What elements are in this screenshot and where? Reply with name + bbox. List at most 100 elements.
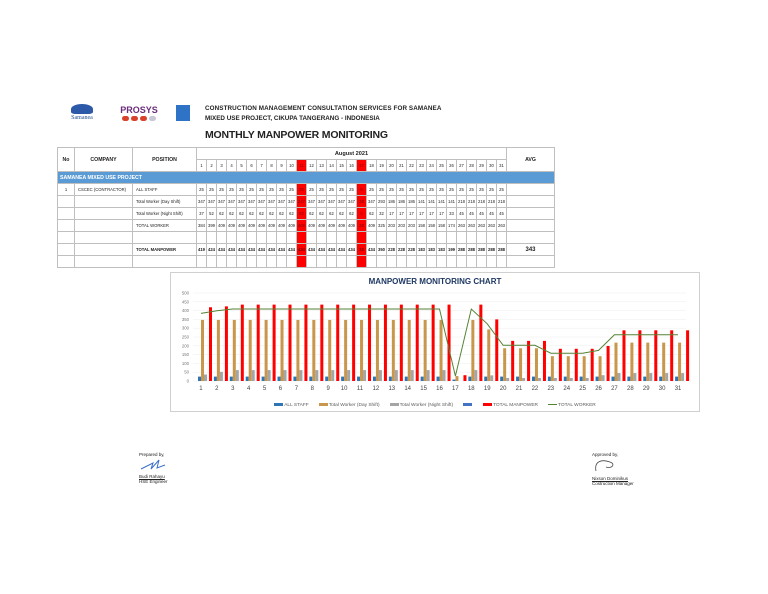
cell-value: 158: [416, 219, 427, 232]
cell-value: 218: [486, 195, 497, 208]
signature-icon: [595, 460, 614, 472]
cell-value: 25: [346, 183, 357, 196]
cell-value: 347: [226, 195, 237, 208]
day-header: 5: [236, 159, 247, 172]
cell-value: 17: [396, 207, 407, 220]
tree-icon: [71, 104, 93, 114]
cell-value: 158: [436, 219, 447, 232]
svg-text:10: 10: [341, 386, 348, 392]
total-value: 434: [276, 243, 287, 256]
cell-value: 25: [426, 183, 437, 196]
day-header: 8: [266, 159, 277, 172]
day-header: 31: [496, 159, 507, 172]
cell-value: 347: [276, 195, 287, 208]
cell-value: 25: [376, 183, 387, 196]
table-row: 1 CSCEC (CONTRACTOR) ALL STAFF 25 25 25 25 25 25…: [57, 183, 555, 196]
svg-text:19: 19: [484, 386, 491, 392]
cell-value: 218: [466, 195, 477, 208]
total-value: 434: [316, 243, 327, 256]
cell-value: 409: [296, 219, 307, 232]
cell-value: 25: [366, 183, 377, 196]
cell-value: 263: [476, 219, 487, 232]
svg-text:7: 7: [295, 386, 299, 392]
total-value: 419: [196, 243, 207, 256]
cell-value: 45: [466, 207, 477, 220]
cell-value: 62: [326, 207, 337, 220]
svg-text:27: 27: [611, 386, 618, 392]
total-value: 434: [246, 243, 257, 256]
day-header: 1: [196, 159, 207, 172]
svg-text:29: 29: [643, 386, 650, 392]
header-avg: AVG: [506, 147, 555, 172]
cell-value: 325: [376, 219, 387, 232]
svg-text:4: 4: [247, 386, 251, 392]
page-title: MONTHLY MANPOWER MONITORING: [205, 129, 388, 141]
svg-text:22: 22: [532, 386, 539, 392]
legend-item: ALL STAFF: [274, 403, 309, 408]
cell-value: 409: [216, 219, 227, 232]
svg-text:20: 20: [500, 386, 507, 392]
svg-text:21: 21: [516, 386, 523, 392]
cell-value: 409: [326, 219, 337, 232]
total-value: 228: [396, 243, 407, 256]
day-header: 18: [366, 159, 377, 172]
cell-value: 347: [216, 195, 227, 208]
cell-value: 218: [476, 195, 487, 208]
section-title: SAMANEA MIXED USE PROJECT: [57, 171, 555, 184]
position-label: TOTAL WORKER: [132, 219, 197, 232]
cell-value: 17: [436, 207, 447, 220]
cell-value: 62: [346, 207, 357, 220]
header-no: No: [57, 147, 75, 172]
cell-value: 25: [386, 183, 397, 196]
total-value: 199: [446, 243, 457, 256]
svg-text:12: 12: [373, 386, 380, 392]
cell-value: 25: [266, 183, 277, 196]
cell-value: 37: [196, 207, 207, 220]
day-header: 6: [246, 159, 257, 172]
total-value: 183: [436, 243, 447, 256]
total-value: 288: [476, 243, 487, 256]
cell-value: 409: [316, 219, 327, 232]
cell-value: 25: [236, 183, 247, 196]
cell-value: 399: [206, 219, 217, 232]
cell-value: 62: [296, 207, 307, 220]
cell-value: 25: [296, 183, 307, 196]
cell-value: 409: [366, 219, 377, 232]
legend-item: Total Worker (Day Shift): [318, 403, 380, 408]
svg-text:150: 150: [182, 352, 190, 357]
day-header: 2: [206, 159, 217, 172]
day-header: 4: [226, 159, 237, 172]
cell-value: 409: [226, 219, 237, 232]
total-value: 424: [206, 243, 217, 256]
cell-value: 384: [196, 219, 207, 232]
total-value: 228: [386, 243, 397, 256]
cell-value: 62: [256, 207, 267, 220]
cell-value: 0: [356, 207, 367, 220]
cell-value: 409: [346, 219, 357, 232]
cell-value: 45: [486, 207, 497, 220]
svg-text:500: 500: [182, 291, 190, 296]
manpower-table: No COMPANY POSITION August 2021 AVG 1 2 3 4 5 6 7 8 9…: [57, 147, 555, 268]
cell-value: 409: [266, 219, 277, 232]
cell-value: 62: [316, 207, 327, 220]
svg-text:26: 26: [595, 386, 602, 392]
cell-value: 174: [446, 219, 457, 232]
header-company: COMPANY: [74, 147, 133, 172]
cell-value: 25: [446, 183, 457, 196]
logo-group: Samanea PROSYS: [62, 104, 190, 121]
svg-text:5: 5: [263, 386, 267, 392]
svg-text:1: 1: [199, 386, 203, 392]
position-label: Total Worker (Day Shift): [132, 195, 197, 208]
total-value: 434: [286, 243, 297, 256]
svg-text:16: 16: [436, 386, 443, 392]
cell-value: 62: [236, 207, 247, 220]
day-header: 10: [286, 159, 297, 172]
total-value: 228: [406, 243, 417, 256]
cell-value: 52: [206, 207, 217, 220]
day-header: 27: [456, 159, 467, 172]
cell-value: 45: [456, 207, 467, 220]
cell-value: 17: [426, 207, 437, 220]
cell-value: 293: [376, 195, 387, 208]
svg-text:100: 100: [182, 361, 190, 366]
cell-value: 347: [316, 195, 327, 208]
